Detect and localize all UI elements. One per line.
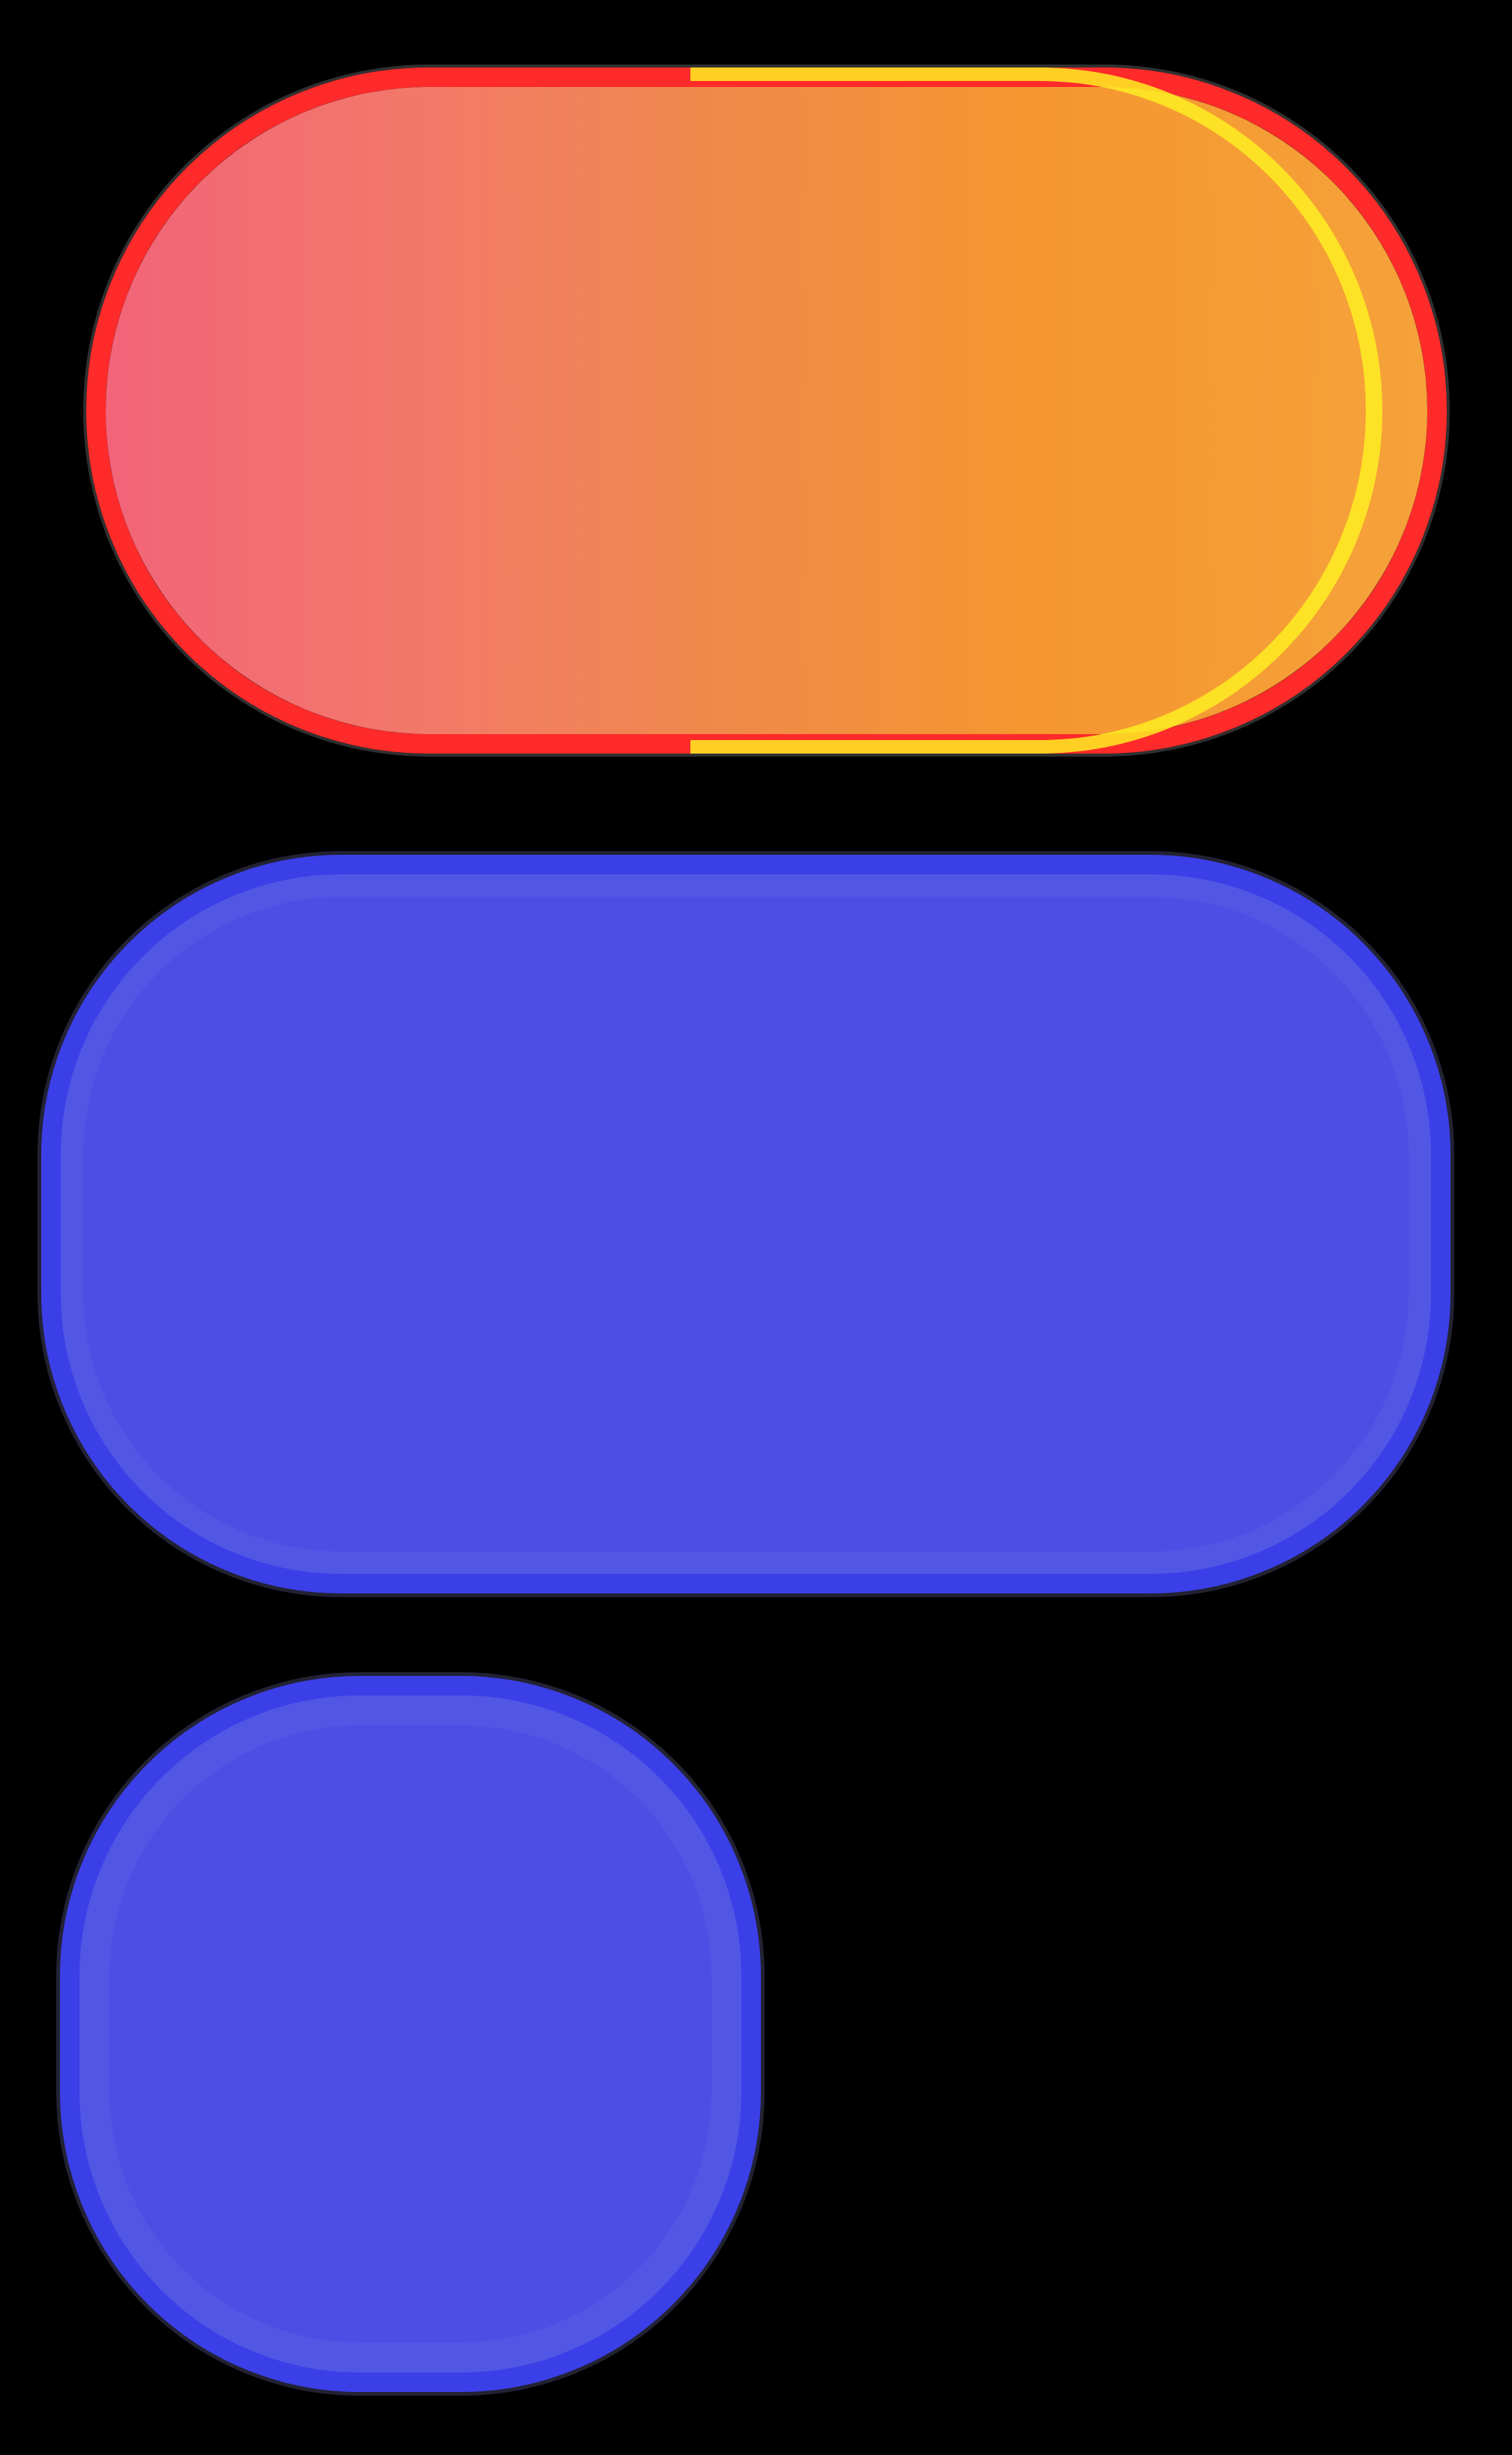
orange-gradient-pill: [86, 67, 1447, 754]
blue-pill: [41, 855, 1451, 1593]
blue-rounded-square: [60, 1676, 761, 2392]
yellow-highlight-edge: [690, 67, 1382, 754]
